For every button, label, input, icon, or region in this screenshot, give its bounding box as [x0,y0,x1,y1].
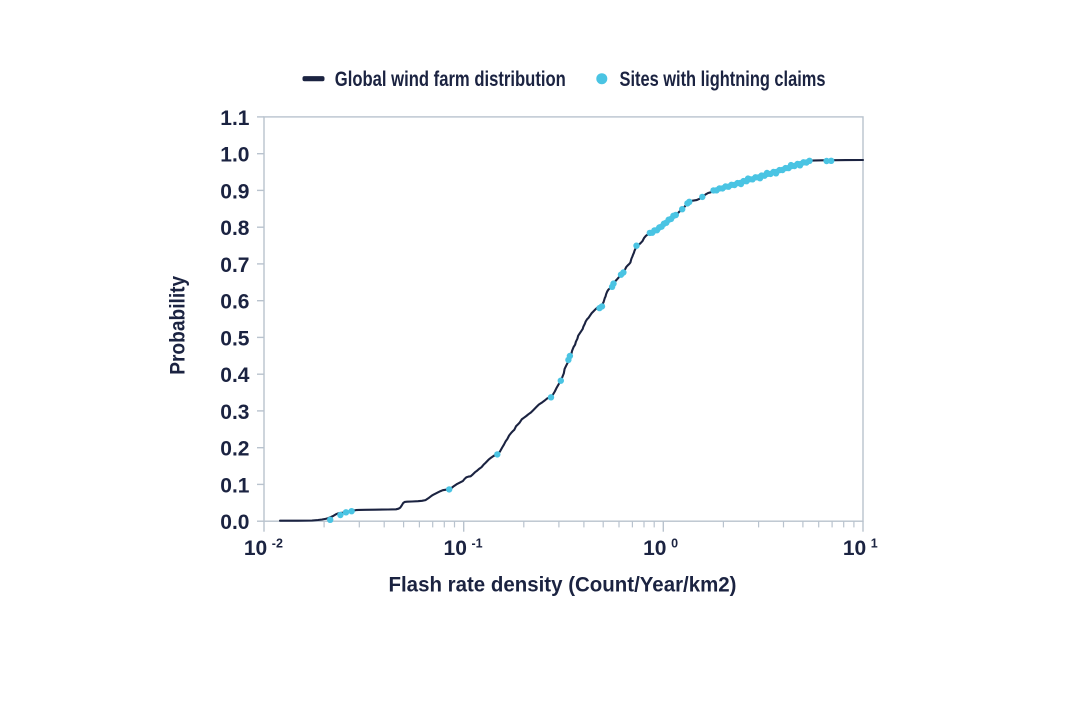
svg-text:1.0: 1.0 [220,144,249,167]
svg-text:10: 10 [643,537,666,560]
svg-text:0.0: 0.0 [220,511,249,534]
svg-text:-1: -1 [472,537,483,551]
svg-text:0: 0 [671,537,678,551]
svg-text:10: 10 [843,537,866,560]
svg-text:10: 10 [444,537,467,560]
svg-text:-2: -2 [272,537,283,551]
svg-text:0.7: 0.7 [220,254,249,277]
svg-text:Sites with lightning claims: Sites with lightning claims [620,67,826,91]
svg-text:Probability: Probability [166,276,190,375]
svg-text:0.2: 0.2 [220,438,249,461]
svg-text:Flash rate density (Count/Year: Flash rate density (Count/Year/km2) [389,573,737,597]
svg-text:0.3: 0.3 [220,401,249,424]
svg-text:0.6: 0.6 [220,291,249,314]
svg-text:0.9: 0.9 [220,180,249,203]
svg-text:1: 1 [871,537,878,551]
svg-text:0.8: 0.8 [220,217,250,240]
svg-text:1.1: 1.1 [220,107,250,130]
svg-text:0.1: 0.1 [220,474,250,497]
svg-text:10: 10 [244,537,267,560]
svg-text:Global wind farm distribution: Global wind farm distribution [335,67,566,91]
svg-text:0.4: 0.4 [220,364,250,387]
svg-text:0.5: 0.5 [220,327,250,350]
